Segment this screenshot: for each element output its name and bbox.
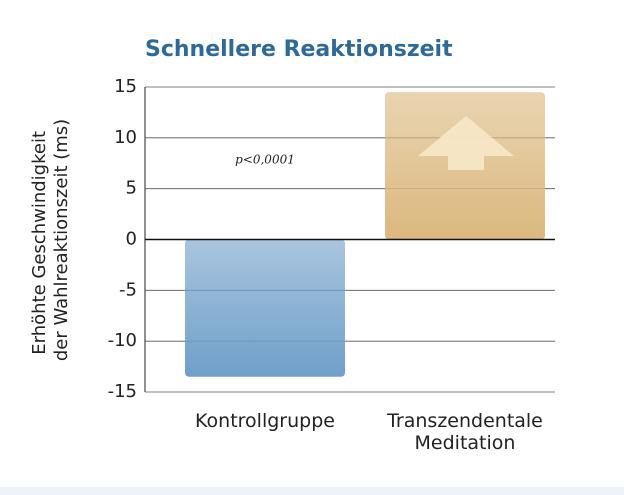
y-tick-label: 10 xyxy=(114,127,137,148)
y-axis-label-line: der Wahlreaktionszeit (ms) xyxy=(51,119,72,361)
y-tick-label: 5 xyxy=(126,178,137,199)
y-tick-label: 0 xyxy=(126,229,137,250)
y-axis-label: Erhöhte Geschwindigkeit der Wahlreaktion… xyxy=(29,119,72,361)
y-tick-label: -10 xyxy=(108,330,137,351)
y-tick-label: 15 xyxy=(114,76,137,97)
y-tick-label: -5 xyxy=(119,279,137,300)
footer-strip xyxy=(0,487,624,495)
chart-title: Schnellere Reaktionszeit xyxy=(145,37,453,62)
x-tick-label: Transzendentale Meditation xyxy=(387,410,543,454)
y-axis-label-line: Erhöhte Geschwindigkeit xyxy=(29,131,50,355)
arrow-icon xyxy=(418,116,514,170)
annotation: p<0,0001 xyxy=(235,153,295,167)
bar xyxy=(185,239,345,377)
x-tick-label: Kontrollgruppe xyxy=(195,410,335,432)
y-tick-label: -15 xyxy=(108,381,137,402)
